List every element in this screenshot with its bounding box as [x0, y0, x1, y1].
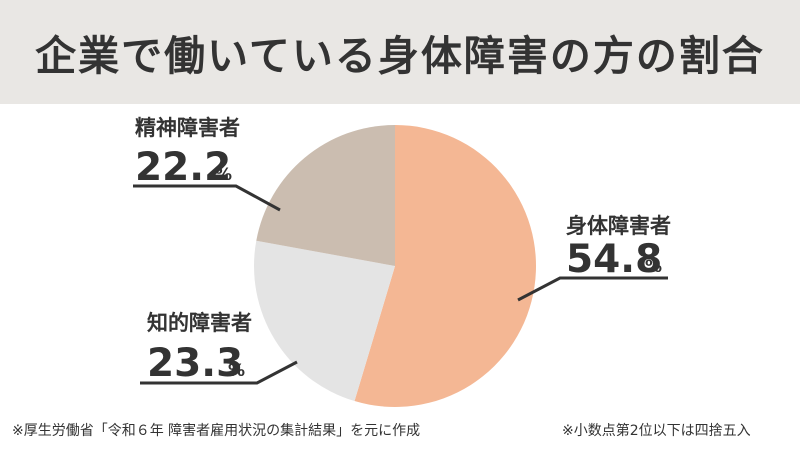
leader-line-mental [133, 184, 281, 212]
slice-unit-physical: % [645, 257, 662, 277]
leader-line-intellectual [140, 360, 298, 385]
slice-label-mental: 精神障害者 [135, 116, 240, 140]
slice-unit-intellectual: % [228, 361, 245, 381]
slice-unit-mental: % [215, 165, 232, 185]
leader-line-physical [517, 276, 668, 302]
rounding-note: ※小数点第2位以下は四捨五入 [562, 423, 751, 439]
slice-label-physical: 身体障害者 [566, 214, 671, 238]
pie-slice-mental [256, 125, 395, 266]
slice-label-intellectual: 知的障害者 [147, 311, 252, 335]
slice-value-intellectual: 23.3 [147, 341, 243, 386]
title-band: 企業で働いている身体障害の方の割合 [0, 0, 800, 104]
slice-value-physical: 54.8 [566, 237, 662, 282]
slice-value-mental: 22.2 [135, 145, 231, 190]
source-note: ※厚生労働省「令和６年 障害者雇用状況の集計結果」を元に作成 [12, 423, 421, 439]
chart-title: 企業で働いている身体障害の方の割合 [35, 32, 765, 80]
pie-slice-intellectual [253, 240, 395, 402]
pie-slice-physical [354, 125, 537, 407]
pie-slices [253, 125, 537, 407]
